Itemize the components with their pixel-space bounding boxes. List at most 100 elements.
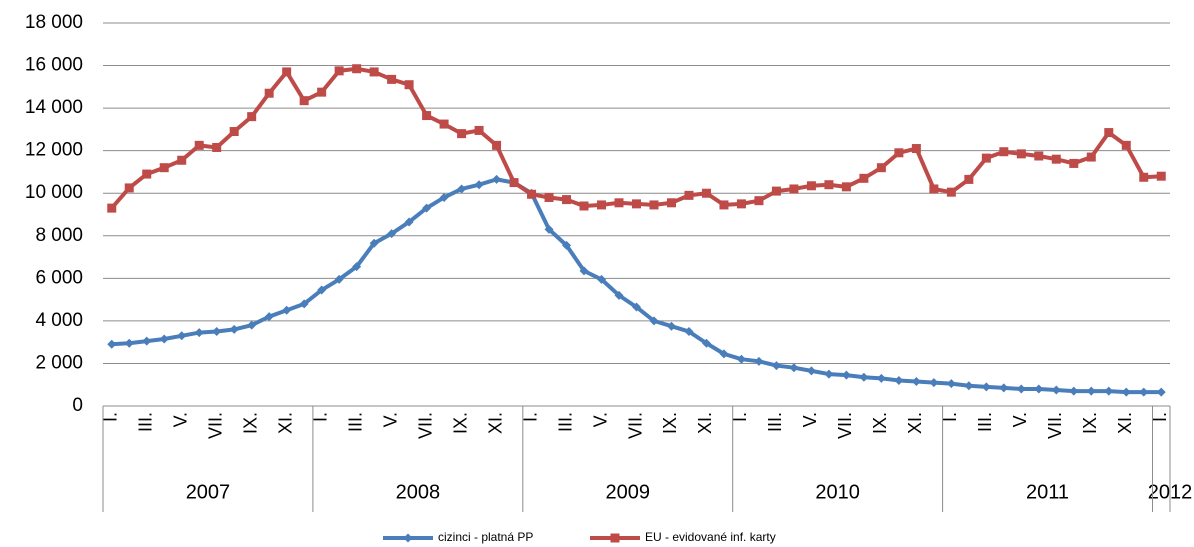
x-tick-label: IX. [660,412,680,434]
x-tick-label: V. [380,412,400,427]
data-point [1034,151,1044,161]
legend-item: EU - evidované inf. karty [590,530,776,544]
data-point [404,80,414,90]
data-point [509,178,519,188]
data-point [492,174,502,184]
legend-label: EU - evidované inf. karty [645,530,776,544]
data-point [806,181,816,191]
data-point [929,378,939,388]
data-point [789,363,799,373]
year-label: 2007 [186,481,231,503]
data-point [334,274,344,284]
data-point [859,173,869,183]
data-point [789,184,799,194]
data-point [264,88,274,98]
x-tick-label: I. [310,412,330,422]
data-point [1069,386,1079,396]
data-point [1034,384,1044,394]
data-point [824,180,834,190]
data-point [317,87,327,97]
data-point [439,119,449,129]
legend-marker [610,533,620,543]
data-point [841,370,851,380]
x-tick-label: IX. [870,412,890,434]
data-point [352,64,362,74]
data-point [824,369,834,379]
data-point [1016,384,1026,394]
data-point [981,153,991,163]
y-tick-label: 0 [72,395,83,416]
data-point [562,195,572,205]
year-label: 2010 [815,481,860,503]
data-point [929,184,939,194]
data-point [159,163,169,173]
data-point [806,366,816,376]
legend-marker [403,533,413,543]
data-point [754,356,764,366]
data-point [247,320,257,330]
data-point [369,238,379,248]
data-point [894,148,904,158]
data-point [124,338,134,348]
data-point [579,266,589,276]
data-point [1156,387,1166,397]
data-point [579,201,589,211]
x-tick-label: V. [1010,412,1030,427]
data-point [212,142,222,152]
data-point [177,331,187,341]
data-point [649,316,659,326]
data-point [666,198,676,208]
x-tick-label: VII. [205,412,225,439]
data-point [544,192,554,202]
data-point [876,163,886,173]
data-point [194,140,204,150]
data-point [719,200,729,210]
data-point [1069,158,1079,168]
data-point [859,372,869,382]
data-point [387,229,397,239]
series-line [111,177,1162,395]
data-point [299,299,309,309]
data-point [981,382,991,392]
data-point [754,196,764,206]
y-tick-label: 10 000 [25,182,83,203]
data-point [422,111,432,121]
data-point [142,336,152,346]
y-tick-label: 18 000 [25,12,83,33]
data-point [264,312,274,322]
data-point [649,200,659,210]
data-point [1121,140,1131,150]
data-point [194,328,204,338]
data-point [597,274,607,284]
data-point [142,169,152,179]
x-tick-label: XI. [905,412,925,434]
data-point [1156,171,1166,181]
data-point [404,217,414,227]
data-point [964,381,974,391]
x-tick-label: VII. [835,412,855,439]
data-point [701,188,711,198]
data-point [1139,172,1149,182]
x-tick-label: XI. [275,412,295,434]
legend-item: cizinci - platná PP [383,530,533,544]
x-tick-label: VII. [625,412,645,439]
x-tick-label: VII. [1045,412,1065,439]
x-tick-label: IX. [240,412,260,434]
x-tick-label: V. [170,412,190,427]
data-point [1051,154,1061,164]
data-point [771,186,781,196]
x-tick-label: IX. [450,412,470,434]
data-point [1104,128,1114,138]
data-point [317,285,327,295]
x-tick-label: XI. [695,412,715,434]
year-label: 2008 [396,481,441,503]
data-point [684,190,694,200]
data-point [387,74,397,84]
data-point [684,327,694,337]
data-point [597,200,607,210]
data-point [736,199,746,209]
y-tick-label: 8 000 [35,225,83,246]
data-point [124,183,134,193]
data-point [614,198,624,208]
x-tick-label: I. [1150,412,1170,422]
